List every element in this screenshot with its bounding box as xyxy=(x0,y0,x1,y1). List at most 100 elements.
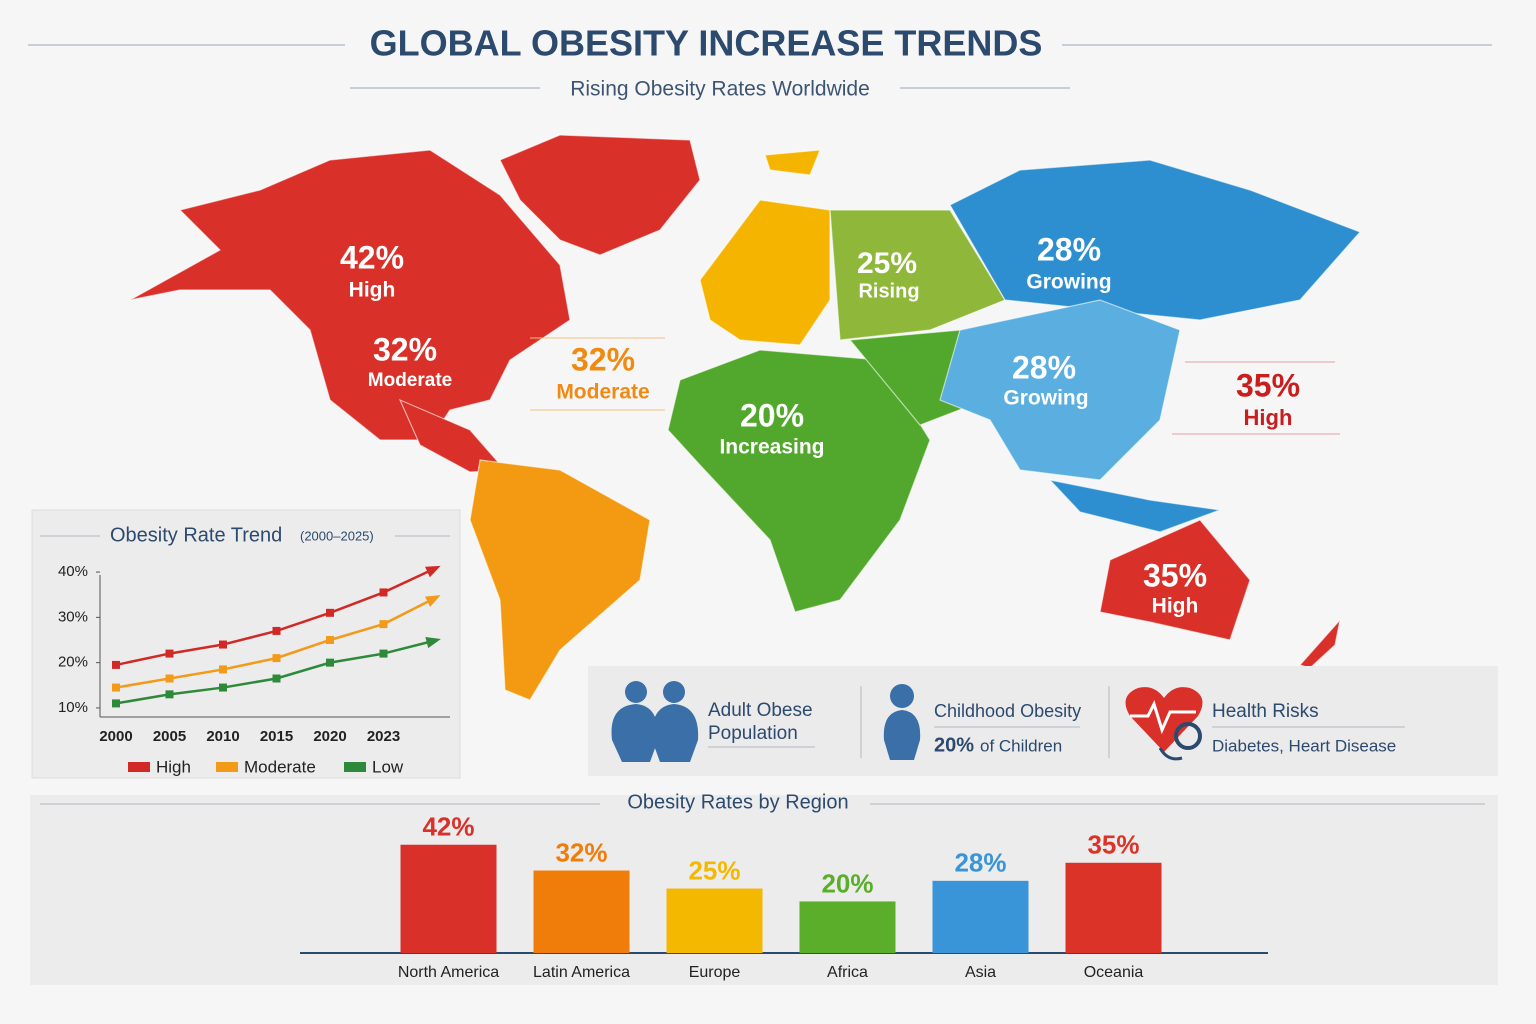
point xyxy=(165,649,174,658)
chart-title: Obesity Rate Trend xyxy=(110,524,282,546)
map-value: 20% xyxy=(740,397,804,433)
point xyxy=(219,640,227,649)
map-value: 25% xyxy=(857,247,917,280)
legend-swatch xyxy=(128,762,150,772)
x-tick-label: 2020 xyxy=(313,728,346,745)
bar xyxy=(400,844,497,953)
panel xyxy=(588,666,1498,776)
x-tick-label: Oceania xyxy=(1084,964,1144,981)
point xyxy=(379,620,388,629)
point xyxy=(272,626,281,635)
region-shape xyxy=(699,199,831,346)
x-tick-label: 2015 xyxy=(260,728,293,745)
point xyxy=(219,683,227,692)
panel xyxy=(31,509,461,779)
point xyxy=(112,683,120,692)
point xyxy=(326,608,334,617)
value-label: 20% xyxy=(821,868,873,898)
adult-icon xyxy=(611,681,699,762)
y-tick-label: 40% xyxy=(58,563,88,580)
value-label: 42% xyxy=(422,812,474,842)
map-status: Moderate xyxy=(368,370,452,391)
heart-icon xyxy=(1125,687,1203,761)
map-status: High xyxy=(1244,405,1293,430)
y-tick-label: 10% xyxy=(58,699,88,716)
map-value: 32% xyxy=(571,341,635,377)
map-value: 32% xyxy=(373,331,437,367)
region-shape xyxy=(499,134,701,256)
region-shape xyxy=(1048,479,1221,533)
region-shape xyxy=(949,159,1362,321)
map-status: Growing xyxy=(1026,271,1111,294)
point xyxy=(165,690,174,699)
panel xyxy=(30,795,1498,985)
region-shape xyxy=(1099,519,1251,641)
point xyxy=(165,674,174,683)
legend-swatch xyxy=(344,762,366,772)
region-shape xyxy=(764,149,821,176)
point xyxy=(326,636,334,644)
region-shape xyxy=(939,299,1181,481)
y-tick-label: 20% xyxy=(58,654,88,671)
x-tick-label: Africa xyxy=(827,964,868,981)
world-map xyxy=(129,134,1362,701)
arrow-head xyxy=(425,637,441,649)
point xyxy=(112,699,120,708)
map-value: 35% xyxy=(1143,557,1207,593)
value-label: 32% xyxy=(555,837,607,867)
arrow-head xyxy=(425,565,441,578)
x-tick-label: Asia xyxy=(965,964,996,981)
subtitle: Rising Obesity Rates Worldwide xyxy=(570,78,870,101)
bar xyxy=(799,901,896,953)
value-label: 35% xyxy=(1087,830,1139,860)
legend-label: Moderate xyxy=(244,757,316,776)
legend-swatch xyxy=(216,762,238,772)
bar xyxy=(1065,862,1162,953)
region-shape xyxy=(129,149,571,441)
point xyxy=(379,649,388,658)
arrow-head xyxy=(425,595,441,607)
title: GLOBAL OBESITY INCREASE TRENDS xyxy=(370,23,1043,64)
chart-subtitle: (2000–2025) xyxy=(300,528,374,543)
region-shape xyxy=(469,459,651,701)
stat-title: Population xyxy=(708,723,798,744)
stat-title: Health Risks xyxy=(1212,701,1319,722)
region-shape xyxy=(667,349,931,613)
x-tick-label: 2023 xyxy=(367,728,400,745)
map-value: 28% xyxy=(1012,349,1076,385)
bar xyxy=(533,870,630,953)
map-value: 42% xyxy=(340,239,404,275)
value-label: 25% xyxy=(688,855,740,885)
legend-label: Low xyxy=(372,757,404,776)
point xyxy=(272,674,281,683)
map-status: Rising xyxy=(858,280,919,302)
chart-title: Obesity Rates by Region xyxy=(627,791,848,813)
map-status: Moderate xyxy=(556,381,649,404)
map-value: 28% xyxy=(1037,231,1101,267)
stat-title: Childhood Obesity xyxy=(934,701,1081,721)
point xyxy=(326,658,334,667)
point xyxy=(112,660,120,669)
y-tick-label: 30% xyxy=(58,608,88,625)
stat-highlight: 20% xyxy=(934,734,974,756)
legend-label: High xyxy=(156,757,191,776)
x-tick-label: 2010 xyxy=(206,728,239,745)
x-tick-label: North America xyxy=(398,964,499,981)
child-icon xyxy=(883,684,921,760)
point xyxy=(219,665,227,674)
value-label: 28% xyxy=(954,848,1006,878)
map-status: High xyxy=(1152,595,1199,618)
point xyxy=(379,588,388,597)
region-shape xyxy=(829,209,1006,341)
map-value: 35% xyxy=(1236,367,1300,403)
x-tick-label: Europe xyxy=(689,964,741,981)
stat-title: Adult Obese xyxy=(708,700,813,721)
x-tick-label: 2005 xyxy=(153,728,186,745)
x-tick-label: 2000 xyxy=(99,728,132,745)
map-status: Growing xyxy=(1003,387,1088,410)
point xyxy=(272,654,281,663)
map-status: Increasing xyxy=(719,436,824,459)
stat-detail: Diabetes, Heart Disease xyxy=(1212,736,1396,755)
bar xyxy=(666,888,763,953)
